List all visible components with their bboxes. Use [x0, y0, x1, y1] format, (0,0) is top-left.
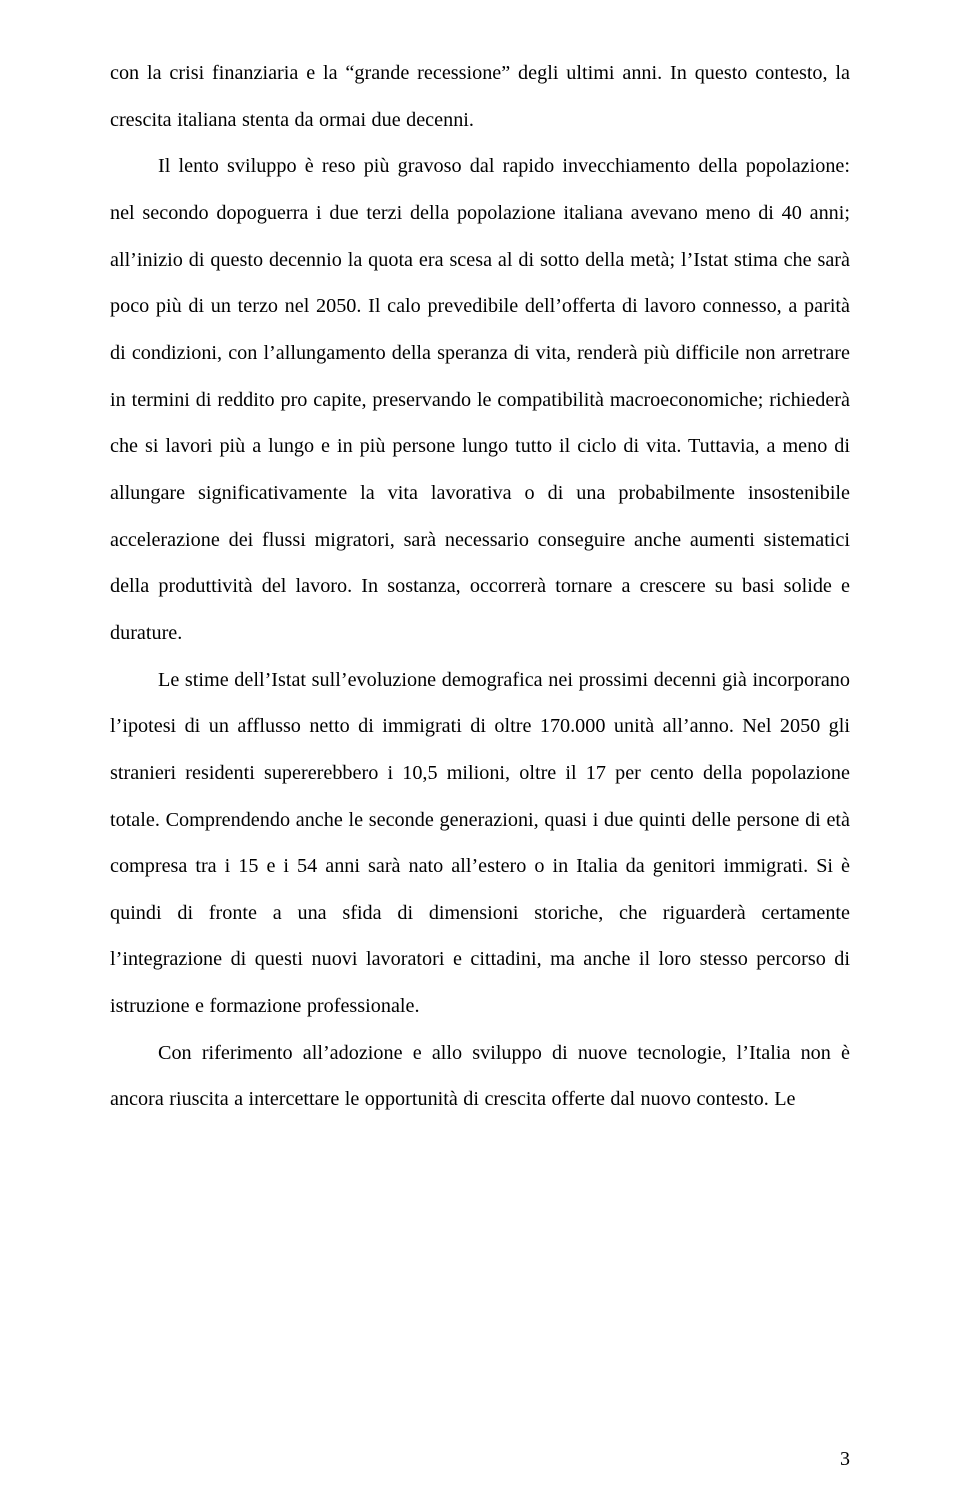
- paragraph-1: con la crisi finanziaria e la “grande re…: [110, 50, 850, 143]
- document-page: con la crisi finanziaria e la “grande re…: [0, 0, 960, 1505]
- page-number: 3: [840, 1448, 850, 1471]
- paragraph-3: Le stime dell’Istat sull’evoluzione demo…: [110, 657, 850, 1030]
- paragraph-4: Con riferimento all’adozione e allo svil…: [110, 1030, 850, 1123]
- paragraph-2: Il lento sviluppo è reso più gravoso dal…: [110, 143, 850, 656]
